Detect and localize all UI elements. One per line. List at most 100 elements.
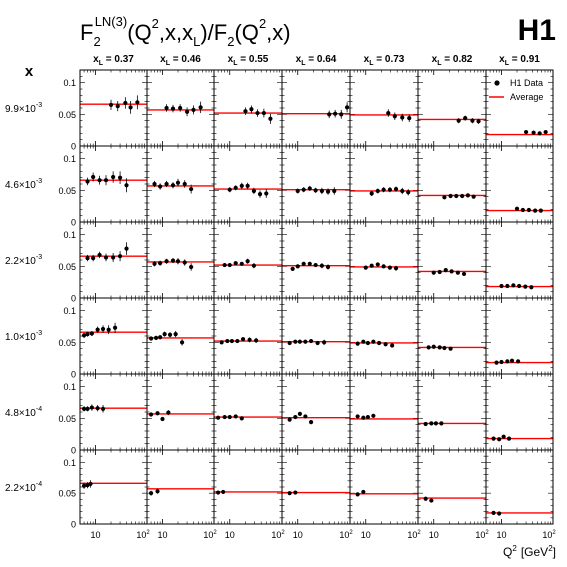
x-tick-label-exp: 2 [485, 530, 489, 536]
column-label-value: = 0.91 [509, 54, 540, 65]
y-tick-label: 0.1 [63, 382, 76, 392]
panel-r5-c4 [349, 449, 419, 525]
data-point [255, 110, 260, 116]
data-point [233, 414, 238, 419]
y-tick-label: 0 [71, 294, 76, 304]
data-point [164, 181, 169, 187]
data-point [494, 360, 499, 365]
data-point [437, 345, 442, 350]
data-point [308, 420, 314, 425]
panel-r2-c1 [146, 221, 215, 299]
data-point [189, 186, 194, 192]
data-point [470, 118, 475, 123]
data-point [245, 183, 250, 188]
data-point [443, 268, 448, 273]
data-point [499, 359, 504, 365]
data-point [355, 341, 360, 346]
data-point [182, 260, 187, 265]
data-point [158, 261, 163, 266]
data-point [225, 338, 230, 344]
data-point [135, 100, 140, 105]
column-label-0: xL = 0.37 [93, 54, 134, 67]
row-label-exponent: -3 [36, 178, 42, 185]
column-label-3: xL = 0.64 [296, 54, 337, 67]
data-point [229, 338, 234, 344]
panel-frame [79, 449, 148, 525]
column-label-value: = 0.82 [441, 54, 472, 65]
title-sub: 2 [93, 34, 100, 49]
panel-frame [79, 145, 148, 223]
data-point [531, 130, 536, 135]
column-label-value: = 0.46 [170, 54, 201, 65]
row-label-mantissa: 2.2×10 [5, 256, 36, 267]
data-point [124, 183, 129, 188]
panel-r3-c0 [79, 297, 148, 375]
data-point [81, 333, 87, 338]
title-args-sup: 2 [152, 16, 159, 31]
data-point [423, 421, 428, 427]
data-point [216, 490, 221, 495]
data-point [100, 326, 106, 332]
data-point [529, 285, 534, 290]
panel-r0-c3 [281, 69, 351, 147]
panel-frame [417, 69, 487, 147]
data-point [89, 405, 94, 410]
x-tick-label-100: 102 [136, 530, 150, 540]
y-tick-label: 0 [71, 218, 76, 228]
data-point [371, 413, 376, 418]
panel-frame [146, 221, 215, 299]
x-tick-label-10: 10 [225, 530, 235, 540]
data-point [189, 264, 194, 270]
data-point [319, 188, 325, 194]
data-point [365, 414, 370, 420]
data-point [449, 269, 454, 274]
column-label-var: x [93, 54, 99, 65]
data-point [115, 104, 120, 109]
x-label-main: Q [503, 545, 512, 559]
panel-r1-c3 [281, 145, 351, 223]
row-label-exponent: -3 [36, 330, 42, 337]
x-tick-label-base: 10 [475, 530, 485, 540]
experiment-label: H1 [518, 14, 556, 47]
panel-r3-c1 [146, 297, 215, 375]
data-point [442, 195, 447, 200]
data-point [505, 283, 510, 289]
data-point [381, 187, 386, 192]
data-point [293, 490, 298, 495]
panel-r4-c6 [485, 373, 554, 451]
data-point [303, 414, 308, 419]
panel-r0-c4 [349, 69, 419, 147]
data-point [319, 263, 325, 268]
data-point [198, 105, 203, 110]
data-point [506, 436, 512, 441]
y-tick-label: 0.05 [58, 414, 76, 424]
x-tick-label-100: 102 [475, 530, 489, 540]
data-point [233, 185, 238, 190]
data-point [170, 258, 176, 263]
data-point [128, 105, 133, 110]
data-point [295, 264, 300, 269]
y-tick-label: 0.05 [58, 110, 76, 120]
data-point [313, 188, 318, 193]
row-label-2: 2.2×10-3 [5, 254, 42, 267]
panel-r3-c3 [281, 297, 351, 375]
data-point [390, 343, 395, 348]
panel-frame [146, 145, 215, 223]
data-point [257, 192, 263, 197]
svg-text:F2LN(3)(Q2,x,xL)/F2(Q2,x): F2LN(3)(Q2,x,xL)/F2(Q2,x) [80, 14, 291, 49]
panel-r1-c2 [213, 145, 283, 223]
data-point [162, 332, 167, 337]
title-den-sup: 2 [259, 16, 266, 31]
y-tick-label: 0.1 [63, 154, 76, 164]
data-point [423, 496, 428, 501]
data-point [239, 416, 244, 421]
x-tick-label-10: 10 [90, 530, 100, 540]
data-point [376, 340, 382, 346]
panel-r3-c6 [485, 297, 554, 375]
data-point [307, 261, 312, 266]
data-point [81, 406, 87, 411]
data-point [393, 186, 399, 192]
data-point [297, 339, 302, 344]
data-point [245, 259, 250, 264]
panel-frame [146, 449, 215, 525]
